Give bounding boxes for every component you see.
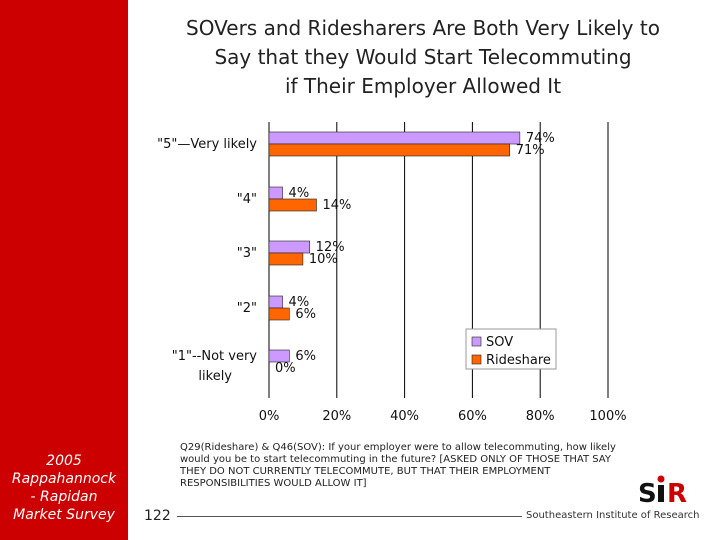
footer-divider xyxy=(177,516,522,517)
title-line: SOVers and Ridesharers Are Both Very Lik… xyxy=(186,16,660,40)
bar-sov xyxy=(268,186,283,200)
logo-lettering: S xyxy=(638,479,657,506)
legend-label: SOV xyxy=(486,335,513,350)
organization-name: Southeastern Institute of Research xyxy=(526,510,700,521)
data-label: 12% xyxy=(316,240,345,255)
sidebar-panel: 2005 Rappahannock - Rapidan Market Surve… xyxy=(0,0,128,540)
x-tick-label: 80% xyxy=(526,409,555,424)
title-line: if Their Employer Allowed It xyxy=(284,74,562,98)
x-tick-label: 40% xyxy=(390,409,419,424)
bar-sov xyxy=(268,240,310,254)
category-label: "2" xyxy=(237,301,257,316)
category-label: "5"—Very likely xyxy=(157,137,257,152)
logo-lettering: R xyxy=(667,479,687,506)
logo-i-dot xyxy=(657,475,665,483)
data-label: 4% xyxy=(289,186,310,201)
data-label: 10% xyxy=(309,252,338,267)
category-label: likely xyxy=(198,369,232,384)
bar-sov xyxy=(268,131,521,145)
bar-sov xyxy=(268,349,290,363)
x-tick-label: 60% xyxy=(458,409,487,424)
page-number: 122 xyxy=(144,508,171,524)
data-label: 14% xyxy=(322,198,351,213)
survey-name: 2005 Rappahannock - Rapidan Market Surve… xyxy=(11,453,117,523)
legend-swatch xyxy=(471,336,482,347)
legend-swatch xyxy=(471,354,482,365)
category-label: "1"--Not very xyxy=(172,349,258,364)
data-label: 6% xyxy=(295,349,316,364)
bar-sov xyxy=(268,295,283,309)
title-line: Say that they Would Start Telecommuting xyxy=(214,45,632,69)
x-tick-label: 0% xyxy=(259,409,280,424)
x-tick-label: 100% xyxy=(589,409,626,424)
bar-rideshare xyxy=(268,143,510,157)
legend-label: Rideshare xyxy=(486,353,551,368)
chart-title: SOVers and Ridesharers Are Both Very Lik… xyxy=(140,14,706,101)
question-footnote: Q29(Rideshare) & Q46(SOV): If your emplo… xyxy=(180,442,616,489)
bar-rideshare xyxy=(268,198,317,212)
data-label: 6% xyxy=(295,307,316,322)
bar-rideshare xyxy=(268,307,290,321)
sir-logo: S R xyxy=(638,475,687,506)
bar-rideshare xyxy=(268,252,304,266)
logo-i-stem xyxy=(658,485,664,502)
data-label: 71% xyxy=(516,143,545,158)
category-label: "3" xyxy=(237,246,257,261)
data-label: 0% xyxy=(275,361,296,376)
data-label: 4% xyxy=(289,295,310,310)
x-tick-label: 20% xyxy=(322,409,351,424)
category-label: "4" xyxy=(237,192,257,207)
data-label: 74% xyxy=(526,131,555,146)
